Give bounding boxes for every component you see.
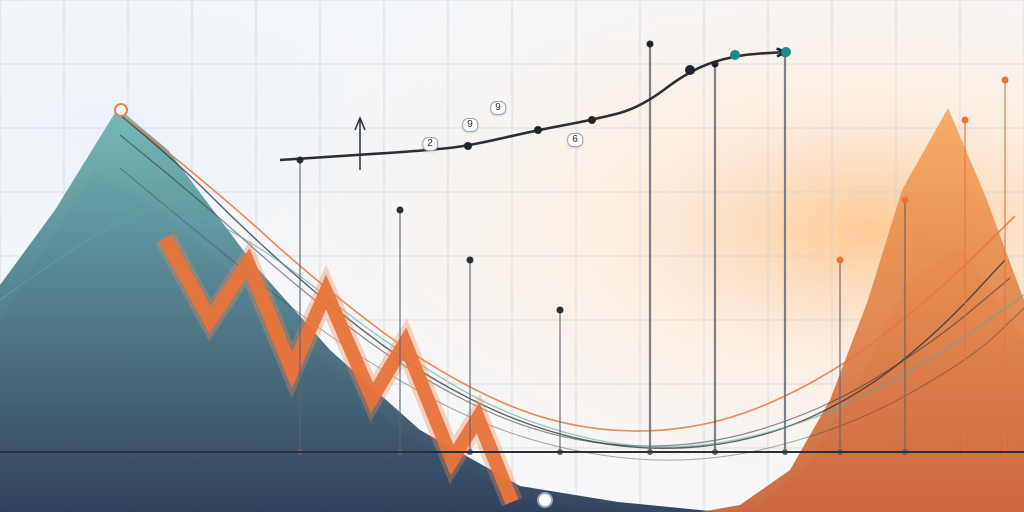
peak-dot xyxy=(115,104,127,116)
valley-dot xyxy=(538,493,552,507)
callout-3: 6 xyxy=(567,133,583,147)
trend-marker-5 xyxy=(781,47,791,57)
callout-0: 2 xyxy=(422,137,438,151)
trend-marker-3 xyxy=(685,65,695,75)
callout-2: 9 xyxy=(490,101,506,115)
trend-marker-1 xyxy=(534,126,542,134)
chart-canvas: 2 99 6 xyxy=(0,0,1024,512)
trend-marker-4 xyxy=(730,50,740,60)
trend-marker-2 xyxy=(588,116,596,124)
callout-1: 9 xyxy=(462,118,478,132)
chart-svg xyxy=(0,0,1024,512)
trend-marker-0 xyxy=(464,142,472,150)
